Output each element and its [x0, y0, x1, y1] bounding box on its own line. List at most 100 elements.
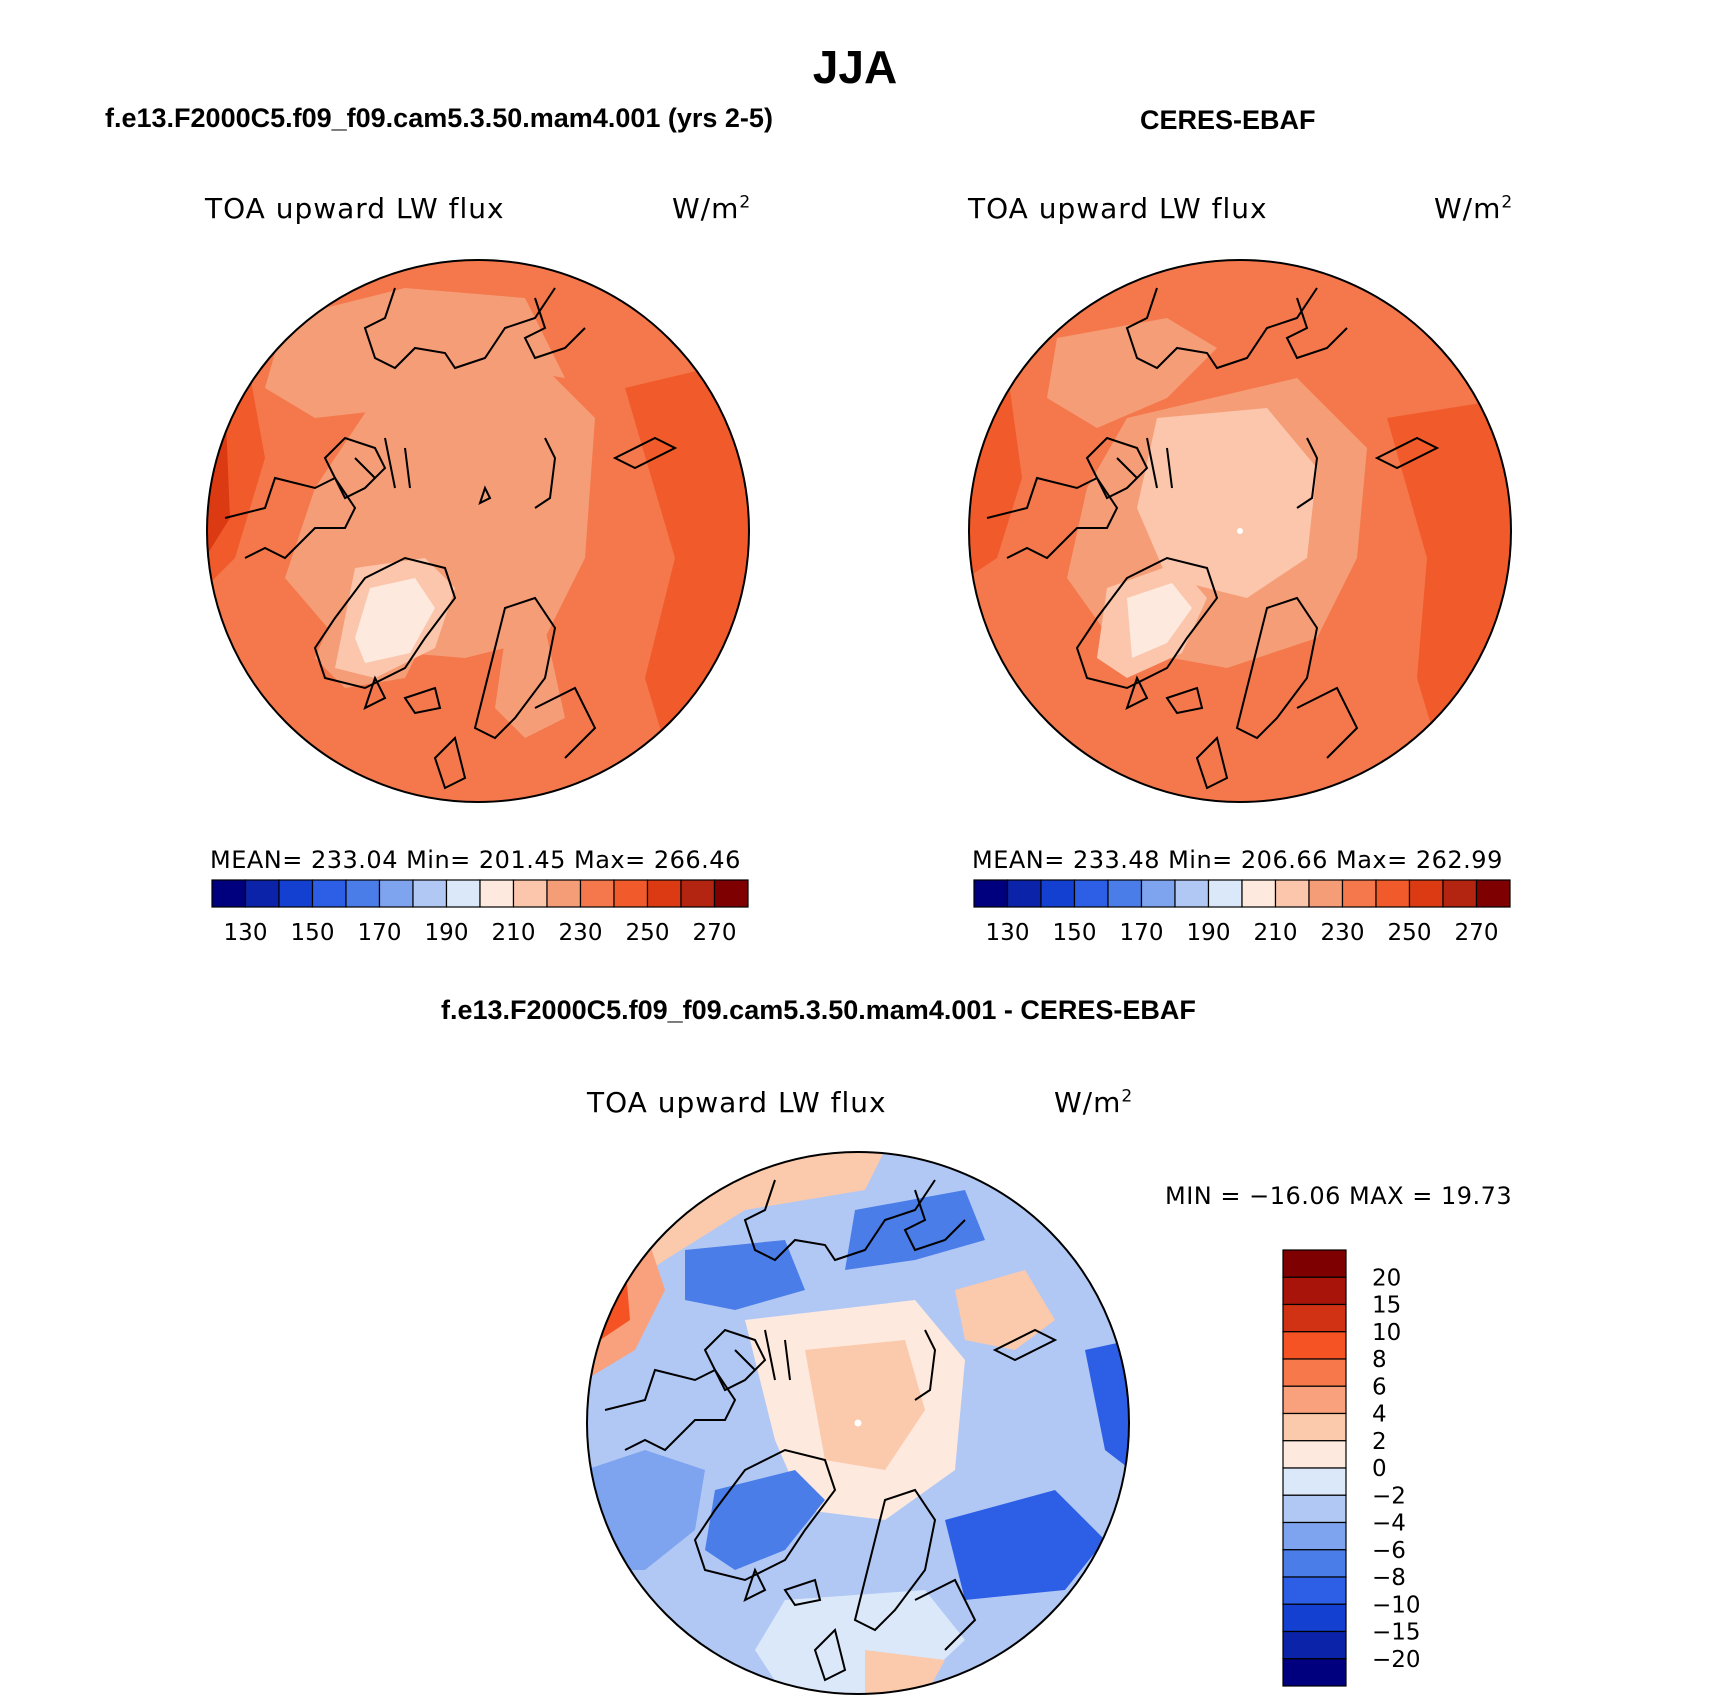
- obs-colorbar-box: [1442, 879, 1478, 908]
- diff-colorbar-box: [1282, 1603, 1347, 1633]
- obs-units-label: W/m2: [1434, 192, 1514, 225]
- obs-colorbar-tick: 150: [1053, 920, 1097, 946]
- obs-colorbar-box: [1207, 879, 1243, 908]
- diff-colorbar-tick: −8: [1372, 1565, 1406, 1591]
- diff-case-title: f.e13.F2000C5.f09_f09.cam5.3.50.mam4.001…: [441, 995, 1196, 1025]
- model-units-label: W/m2: [672, 192, 752, 225]
- obs-colorbar-tick: 270: [1455, 920, 1499, 946]
- obs-colorbar-box: [1006, 879, 1042, 908]
- model-colorbar-box: [278, 879, 314, 908]
- obs-colorbar-box: [1174, 879, 1210, 908]
- model-variable-label: TOA upward LW flux: [205, 192, 505, 225]
- model-cool-band: [265, 288, 565, 418]
- obs-colorbar-box: [1274, 879, 1310, 908]
- obs-colorbar-box: [1241, 879, 1277, 908]
- obs-pole-interior: [1137, 408, 1317, 598]
- model-colorbar-tick: 210: [492, 920, 536, 946]
- model-colorbar-tick: 170: [358, 920, 402, 946]
- diff-negative-greenland: [705, 1470, 825, 1570]
- diff-colorbar-tick: −4: [1372, 1511, 1406, 1537]
- model-colorbar-tick: 270: [693, 920, 737, 946]
- diff-colorbar-tick: 4: [1372, 1402, 1387, 1428]
- obs-colorbar-boxes: [973, 879, 1511, 908]
- diff-colorbar-tick: −6: [1372, 1538, 1406, 1564]
- diff-colorbar-tick: 0: [1372, 1456, 1387, 1482]
- model-colorbar-box: [378, 879, 414, 908]
- model-case-title: f.e13.F2000C5.f09_f09.cam5.3.50.mam4.001…: [105, 103, 773, 133]
- model-colorbar-box: [244, 879, 280, 908]
- obs-colorbar-box: [1341, 879, 1377, 908]
- model-colorbar-box: [613, 879, 649, 908]
- model-colorbar-box: [211, 879, 247, 908]
- diff-colorbar-box: [1282, 1576, 1347, 1605]
- obs-colorbar-box: [1308, 879, 1344, 908]
- obs-colorbar-tick: 250: [1388, 920, 1432, 946]
- diff-colorbar-box: [1282, 1494, 1347, 1524]
- obs-colorbar-tick: 230: [1321, 920, 1365, 946]
- model-colorbar-tick: 130: [224, 920, 268, 946]
- obs-colorbar-tick: 170: [1120, 920, 1164, 946]
- model-colorbar-box: [546, 879, 582, 908]
- obs-colorbar-box: [973, 879, 1009, 908]
- diff-colorbar-tick: 2: [1372, 1429, 1387, 1455]
- diff-polar-map: [586, 1151, 1130, 1695]
- model-colorbar-tick: 190: [425, 920, 469, 946]
- model-colorbar-box: [713, 879, 749, 908]
- obs-variable-label: TOA upward LW flux: [968, 192, 1268, 225]
- figure-title: JJA: [812, 41, 898, 93]
- obs-colorbar-box: [1408, 879, 1444, 908]
- model-coastlines: [224, 287, 678, 790]
- obs-colorbar-box: [1107, 879, 1143, 908]
- diff-variable-label: TOA upward LW flux: [587, 1086, 887, 1119]
- model-map-border: [206, 259, 750, 803]
- model-colorbar-tick: 150: [291, 920, 335, 946]
- diff-colorbar-box: [1282, 1467, 1347, 1496]
- model-colorbar-box: [680, 879, 716, 908]
- diff-colorbar-tick: −10: [1372, 1592, 1421, 1618]
- diff-colorbar-tick: 15: [1372, 1293, 1401, 1319]
- diff-colorbar-tick: −2: [1372, 1483, 1406, 1509]
- model-colorbar-box: [579, 879, 615, 908]
- model-colorbar-tick: 230: [559, 920, 603, 946]
- model-polar-map: [206, 259, 750, 803]
- diff-colorbar-tick: 10: [1372, 1320, 1401, 1346]
- diff-colorbar-box: [1282, 1276, 1347, 1306]
- model-colorbar-box: [412, 879, 448, 908]
- model-colorbar-box: [512, 879, 548, 908]
- model-colorbar-tick: 250: [626, 920, 670, 946]
- obs-map-border: [968, 259, 1512, 803]
- obs-polar-map: [968, 259, 1512, 803]
- obs-colorbar-tick: 210: [1254, 920, 1298, 946]
- obs-colorbar-box: [1140, 879, 1176, 908]
- diff-colorbar-box: [1282, 1412, 1347, 1442]
- obs-colorbar-box: [1073, 879, 1109, 908]
- obs-colorbar-box: [1475, 879, 1511, 908]
- diff-colorbar-tick: 8: [1372, 1347, 1387, 1373]
- diff-colorbar-box: [1282, 1249, 1347, 1278]
- diff-colorbar-box: [1282, 1549, 1347, 1578]
- diff-coastlines: [604, 1179, 1058, 1682]
- diff-colorbar-box: [1282, 1331, 1347, 1360]
- diff-colorbar-box: [1282, 1440, 1347, 1469]
- diff-colorbar-boxes: [1282, 1249, 1347, 1687]
- model-colorbar-box: [445, 879, 481, 908]
- obs-colorbar: 130 150 170 190 210 230 250 270: [973, 879, 1511, 946]
- diff-colorbar-box: [1282, 1658, 1347, 1687]
- diff-negative-siberia: [845, 1190, 985, 1270]
- model-colorbar-box: [479, 879, 515, 908]
- diff-negative-europe: [945, 1490, 1105, 1600]
- diff-colorbar-tick: 20: [1372, 1265, 1401, 1291]
- obs-colorbar-tick-labels: 130 150 170 190 210 230 250 270: [986, 920, 1499, 946]
- obs-colorbar-box: [1040, 879, 1076, 908]
- diff-stats: MIN = −16.06 MAX = 19.73: [1165, 1182, 1513, 1210]
- diff-colorbar-box: [1282, 1630, 1347, 1660]
- diff-colorbar-box: [1282, 1358, 1347, 1387]
- model-colorbar-boxes: [211, 879, 749, 908]
- obs-colorbar-tick: 130: [986, 920, 1030, 946]
- diff-colorbar-box: [1282, 1385, 1347, 1415]
- model-colorbar-box: [646, 879, 682, 908]
- obs-colorbar-tick: 190: [1187, 920, 1231, 946]
- obs-stats: MEAN= 233.48 Min= 206.66 Max= 262.99: [972, 846, 1503, 874]
